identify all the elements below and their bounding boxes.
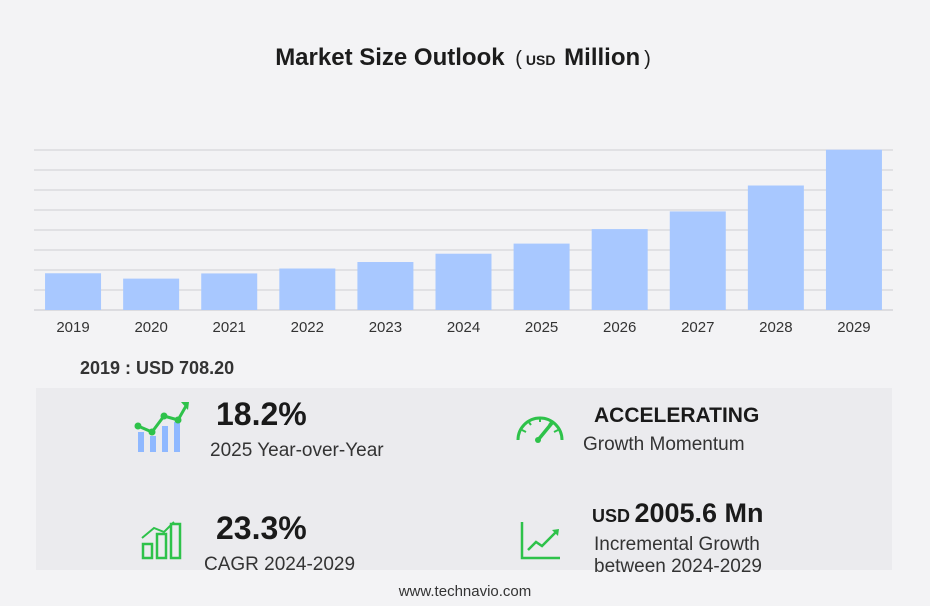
base-year-value: 2019 : USD 708.20 <box>80 358 235 378</box>
momentum-label-wrap: Growth Momentum <box>583 434 745 456</box>
bar-2020 <box>123 278 180 310</box>
growth-chart-icon <box>134 402 189 452</box>
title-unit-scale: Million <box>564 44 641 71</box>
x-tick-2026: 2026 <box>603 319 636 336</box>
incremental-value: 2005.6 Mn <box>634 498 764 528</box>
title-unit-currency: USD <box>525 52 556 68</box>
yoy-value: 18.2% <box>216 396 307 432</box>
incremental-currency: USD <box>592 506 631 526</box>
x-tick-2029: 2029 <box>837 319 870 336</box>
incremental-label-wrap: Incremental Growth between 2024-2029 <box>594 534 762 578</box>
x-tick-2027: 2027 <box>681 319 714 336</box>
chart-x-ticks: 2019 2020 2021 2022 2023 2024 2025 2026 2027 2028… <box>56 319 870 336</box>
x-tick-2024: 2024 <box>447 319 480 336</box>
yoy-stat: 18.2% <box>216 396 307 433</box>
bar-chart-icon <box>141 521 182 560</box>
bar-2025 <box>513 243 570 310</box>
bar-2023 <box>357 262 414 310</box>
x-tick-2025: 2025 <box>525 319 558 336</box>
footer-website: www.technavio.com <box>398 583 532 600</box>
line-growth-icon <box>520 522 560 560</box>
cagr-label-wrap: CAGR 2024-2029 <box>204 554 355 576</box>
chart-title: Market Size Outlook (USD Million) <box>0 44 930 72</box>
bar-2021 <box>201 273 258 310</box>
incremental-label-line2: between 2024-2029 <box>594 556 762 577</box>
title-unit-close: ) <box>644 48 651 70</box>
bar-2029 <box>825 149 882 310</box>
cagr-stat: 23.3% <box>216 510 307 547</box>
title-main: Market Size Outlook <box>275 44 505 71</box>
bar-2027 <box>669 211 726 310</box>
x-tick-2028: 2028 <box>759 319 792 336</box>
bar-2024 <box>435 253 492 310</box>
cagr-value: 23.3% <box>216 510 307 546</box>
stats-panel: 18.2% 2025 Year-over-Year ACCELERATING G… <box>36 388 892 577</box>
bar-2022 <box>279 268 336 310</box>
bar-2026 <box>591 229 648 310</box>
x-tick-2019: 2019 <box>56 319 89 336</box>
title-unit-open: ( <box>515 48 522 70</box>
momentum-label: Growth Momentum <box>583 434 745 455</box>
x-tick-2021: 2021 <box>213 319 246 336</box>
incremental-label-line1: Incremental Growth <box>594 534 760 555</box>
momentum-stat: ACCELERATING <box>594 404 759 428</box>
cagr-label: CAGR 2024-2029 <box>204 554 356 575</box>
chart-bars <box>45 149 882 310</box>
x-tick-2022: 2022 <box>291 319 324 336</box>
yoy-label-wrap: 2025 Year-over-Year <box>210 440 384 462</box>
incremental-stat: USD 2005.6 Mn <box>592 498 764 529</box>
speedometer-icon <box>516 416 564 443</box>
yoy-label: 2025 Year-over-Year <box>210 440 384 461</box>
x-tick-2023: 2023 <box>369 319 402 336</box>
x-tick-2020: 2020 <box>134 319 167 336</box>
bar-2019 <box>45 273 102 310</box>
bar-2028 <box>747 185 804 310</box>
bar-chart: 2019 2020 2021 2022 2023 2024 2025 2026 2027 2028… <box>34 149 893 336</box>
momentum-value: ACCELERATING <box>594 404 760 427</box>
